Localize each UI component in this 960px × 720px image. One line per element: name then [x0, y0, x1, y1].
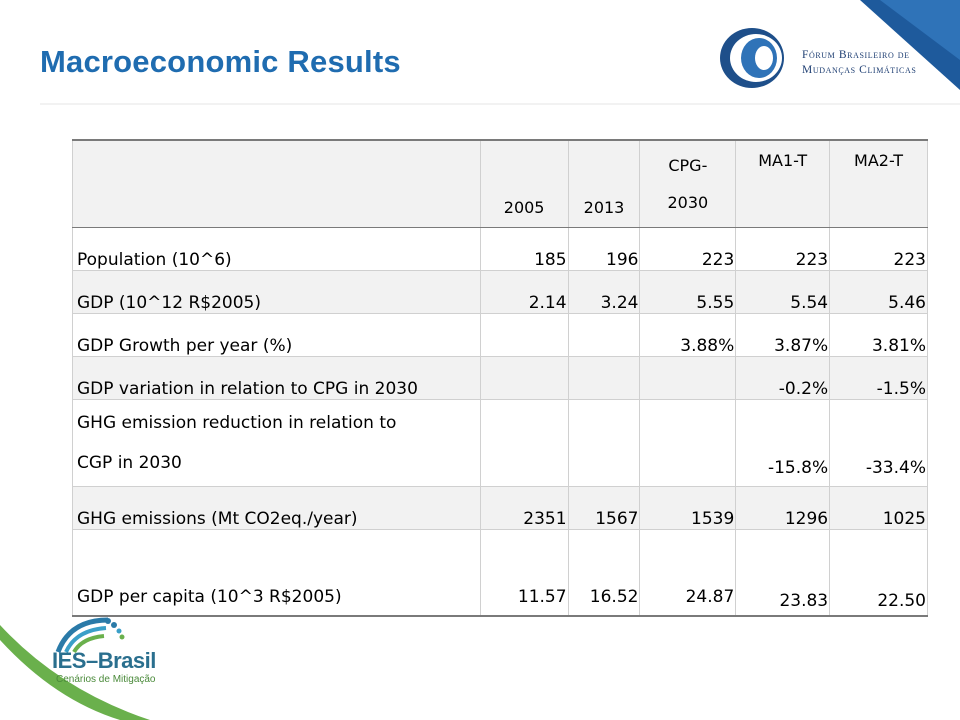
forum-logo-icon	[720, 28, 784, 88]
row-label-line2: CGP in 2030	[77, 452, 182, 473]
cell-2005	[479, 312, 569, 357]
ies-brasil-logo-subtitle: Cenários de Mitigação	[56, 674, 156, 685]
cell-2013: 1567	[567, 485, 641, 530]
cell-ma2: -33.4%	[829, 398, 928, 487]
top-right-blue-band-inner	[880, 0, 960, 60]
cell-2013	[567, 312, 641, 357]
table-row: GHG emission reduction in relation to CG…	[72, 398, 928, 487]
cell-2005: 11.57	[479, 528, 569, 617]
ies-brasil-logo-text: IES–Brasil	[52, 648, 156, 673]
cell-ma1: 223	[735, 226, 831, 271]
cell-2013: 16.52	[567, 528, 641, 617]
ies-brasil-logo-icon	[55, 617, 125, 654]
row-label: GHG emission reduction in relation to CG…	[72, 398, 481, 487]
header-ma2-t: MA2-T	[829, 139, 928, 228]
cell-ma1: 5.54	[735, 269, 831, 314]
table-row: GDP Growth per year (%) 3.88% 3.87% 3.81…	[72, 312, 928, 357]
header-cpg-line2: 2030	[667, 192, 709, 212]
header-ma1-t: MA1-T	[735, 139, 831, 228]
header-cpg-2030: CPG- 2030	[639, 139, 737, 228]
table-row: GDP per capita (10^3 R$2005) 11.57 16.52…	[72, 528, 928, 617]
row-label-line1: GHG emission reduction in relation to	[77, 412, 397, 433]
cell-2013	[567, 355, 641, 400]
cell-2005: 2.14	[479, 269, 569, 314]
table-row: Population (10^6) 185 196 223 223 223	[72, 226, 928, 271]
cell-2005: 185	[479, 226, 569, 271]
cell-cpg: 3.88%	[639, 312, 737, 357]
row-label: GDP variation in relation to CPG in 2030	[72, 355, 481, 400]
cell-2013	[567, 398, 641, 487]
cell-ma1: -0.2%	[735, 355, 831, 400]
forum-logo-line2: Mudanças Climáticas	[802, 64, 917, 76]
header-2013: 2013	[567, 139, 641, 228]
cell-ma1: 3.87%	[735, 312, 831, 357]
cell-ma2: 3.81%	[829, 312, 928, 357]
cell-ma1: -15.8%	[735, 398, 831, 487]
bottom-left-white-swoosh	[0, 640, 120, 720]
cell-ma2: 22.50	[829, 528, 928, 617]
table-row: GDP variation in relation to CPG in 2030…	[72, 355, 928, 400]
table-header-row: 2005 2013 CPG- 2030 MA1-T MA2-T	[72, 139, 928, 228]
cell-ma2: 5.46	[829, 269, 928, 314]
row-label: GDP per capita (10^3 R$2005)	[72, 528, 481, 617]
cell-ma1: 1296	[735, 485, 831, 530]
header-empty-cell	[72, 139, 481, 228]
header-2005: 2005	[479, 139, 569, 228]
cell-ma2: 1025	[829, 485, 928, 530]
cell-cpg	[639, 355, 737, 400]
cell-cpg: 5.55	[639, 269, 737, 314]
header-cpg-line1: CPG-	[668, 155, 708, 175]
cell-ma2: -1.5%	[829, 355, 928, 400]
page-title: Macroeconomic Results	[40, 44, 401, 79]
macroeconomic-table: 2005 2013 CPG- 2030 MA1-T MA2-T Populati…	[72, 139, 928, 617]
cell-ma1: 23.83	[735, 528, 831, 617]
cell-cpg: 223	[639, 226, 737, 271]
row-label: Population (10^6)	[72, 226, 481, 271]
cell-cpg: 24.87	[639, 528, 737, 617]
row-label: GDP (10^12 R$2005)	[72, 269, 481, 314]
forum-logo-text: Fórum Brasileiro de Mudanças Climáticas	[802, 48, 916, 78]
cell-cpg	[639, 398, 737, 487]
cell-2005	[479, 398, 569, 487]
forum-logo-line1: Fórum Brasileiro de	[802, 49, 910, 61]
cell-2005: 2351	[479, 485, 569, 530]
cell-ma2: 223	[829, 226, 928, 271]
table-row: GDP (10^12 R$2005) 2.14 3.24 5.55 5.54 5…	[72, 269, 928, 314]
table-row: GHG emissions (Mt CO2eq./year) 2351 1567…	[72, 485, 928, 530]
cell-cpg: 1539	[639, 485, 737, 530]
row-label: GDP Growth per year (%)	[72, 312, 481, 357]
cell-2013: 196	[567, 226, 641, 271]
cell-2013: 3.24	[567, 269, 641, 314]
row-label: GHG emissions (Mt CO2eq./year)	[72, 485, 481, 530]
cell-2005	[479, 355, 569, 400]
